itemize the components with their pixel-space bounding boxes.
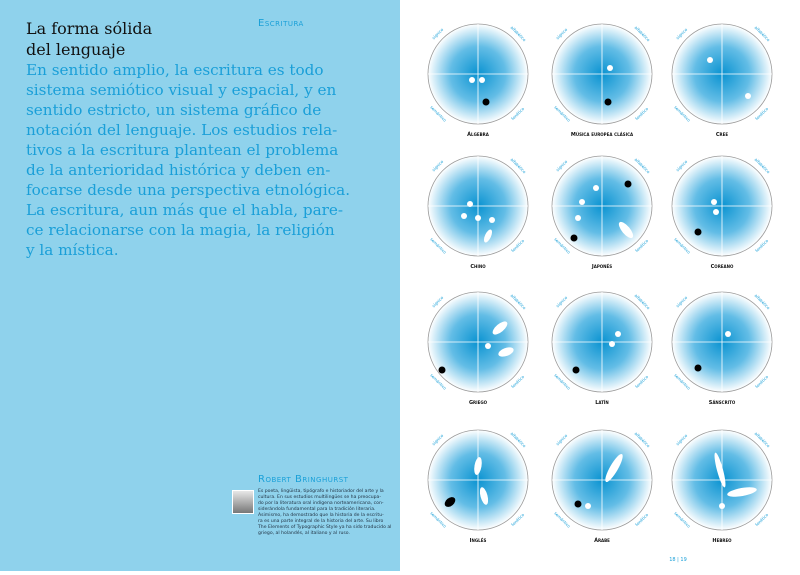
dot	[475, 215, 481, 221]
body-line: focarse desde una perspectiva etnológica…	[26, 181, 351, 199]
dot	[479, 487, 489, 505]
diagram-label: Chino	[470, 264, 486, 270]
dot	[694, 228, 702, 236]
dot	[607, 65, 613, 71]
dot	[444, 497, 456, 507]
author-name: Robert Bringhurst	[258, 474, 349, 485]
dot	[461, 213, 467, 219]
dot	[745, 93, 751, 99]
bio-line: siderándola fundamental para la tradició…	[258, 507, 376, 512]
dot	[575, 215, 581, 221]
dot	[604, 98, 612, 106]
bio-line: do por la literatura oral indígena norte…	[258, 501, 384, 506]
author-bio: Es poeta, lingüista, tipógrafo e histori…	[258, 489, 391, 537]
bio-line: griego, al holandés, al italiano y al ru…	[258, 531, 350, 536]
dot	[467, 201, 473, 207]
diagram-label: Cree	[716, 132, 728, 138]
dot	[474, 457, 482, 475]
right-page: 18 | 19 sígnico alfabético semántico fonéti…	[400, 0, 800, 571]
bio-line: Es poeta, lingüista, tipógrafo e histori…	[258, 489, 384, 494]
dot	[498, 347, 514, 357]
dot	[725, 331, 731, 337]
diagram-label: Coreano	[711, 264, 734, 270]
dot	[711, 199, 717, 205]
dot	[727, 487, 757, 497]
dot	[714, 452, 726, 488]
dot	[719, 503, 725, 509]
dot	[593, 185, 599, 191]
bio-line: Asimismo, ha demostrado que la historia …	[258, 513, 384, 518]
diagram-label: Hebreo	[712, 538, 732, 544]
body-line: La escritura, aun más que el habla, pare…	[26, 201, 344, 219]
dot	[713, 209, 719, 215]
dot	[609, 341, 615, 347]
dot	[579, 199, 585, 205]
diagram-label: Música europea clásica	[571, 132, 634, 138]
diagram-label: Latín	[595, 400, 609, 406]
diagram-label: Sánscrito	[709, 400, 736, 406]
left-page: Escritura La forma sólida del lenguaje E…	[0, 0, 400, 571]
dot	[694, 364, 702, 372]
dot	[479, 77, 485, 83]
title: La forma sólida del lenguaje	[26, 18, 152, 60]
dot	[570, 234, 578, 242]
title-line: del lenguaje	[26, 40, 126, 59]
dot	[492, 321, 508, 335]
body-line: y la mística.	[26, 241, 119, 259]
dot	[489, 217, 495, 223]
body-line: En sentido amplio, la escritura es todo	[26, 61, 324, 79]
dot	[574, 500, 582, 508]
body-line: notación del lenguaje. Los estudios rela…	[26, 121, 338, 139]
dot	[707, 57, 713, 63]
bio-line: cultura. En sus estudios multilingües se…	[258, 495, 382, 500]
bio-line: ra es una parte integral de la historia …	[258, 519, 384, 524]
body-line: de la anterioridad histórica y deben en-	[26, 161, 331, 179]
body-line: sentido estricto, un sistema gráfico de	[26, 101, 322, 119]
dot	[485, 343, 491, 349]
dot	[624, 180, 632, 188]
body-line: ce relacionarse con la magia, la religió…	[26, 221, 335, 239]
dot	[618, 221, 634, 239]
body-line: sistema semiótico visual y espacial, y e…	[26, 81, 337, 99]
dot	[572, 366, 580, 374]
dot	[438, 366, 446, 374]
dot	[585, 503, 591, 509]
section: Escritura	[258, 18, 304, 29]
dot	[469, 77, 475, 83]
page-number: 18 | 19	[669, 557, 687, 563]
diagram-label: Árabe	[594, 537, 610, 544]
body-line: tivos a la escritura plantean el problem…	[26, 141, 339, 159]
dot	[605, 454, 623, 482]
author-photo	[232, 490, 254, 514]
bio-line: The Elements of Typographic Style ya ha …	[258, 525, 392, 530]
diagram-label: Griego	[469, 400, 488, 406]
dot	[483, 229, 493, 243]
body: En sentido amplio, la escritura es todo s…	[26, 60, 350, 260]
diagram-label: Inglés	[470, 538, 487, 544]
diagram-label: Japonés	[591, 264, 612, 270]
diagram-label: Álgebra	[467, 131, 490, 138]
dot	[615, 331, 621, 337]
dot	[482, 98, 490, 106]
title-line: La forma sólida	[26, 19, 153, 38]
